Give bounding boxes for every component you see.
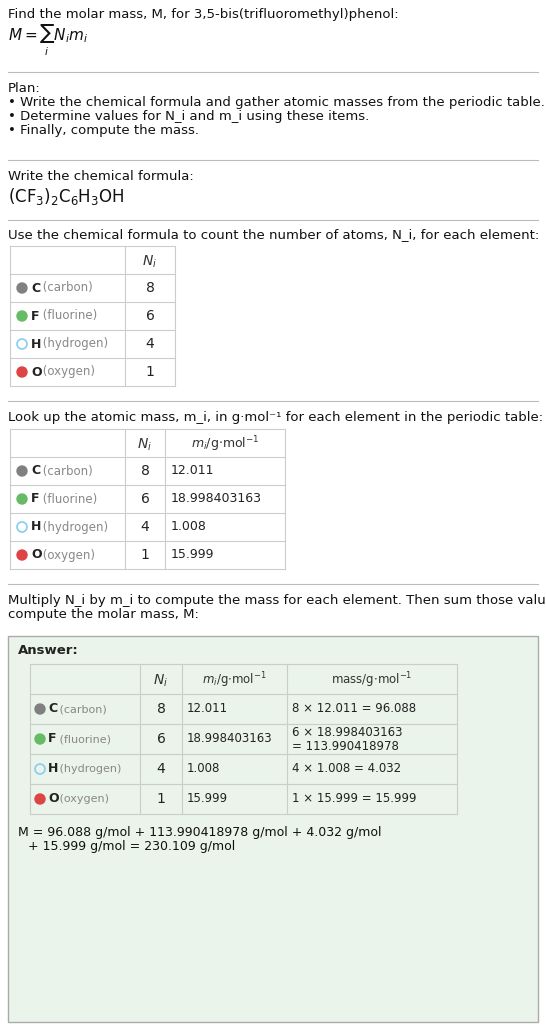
Text: (carbon): (carbon) [56, 704, 107, 714]
Text: 12.011: 12.011 [187, 703, 228, 715]
Text: 12.011: 12.011 [171, 464, 215, 478]
Text: 8 × 12.011 = 96.088: 8 × 12.011 = 96.088 [292, 703, 416, 715]
Text: Look up the atomic mass, m_i, in g·mol⁻¹ for each element in the periodic table:: Look up the atomic mass, m_i, in g·mol⁻¹… [8, 411, 543, 424]
Text: (carbon): (carbon) [39, 282, 93, 294]
Text: (hydrogen): (hydrogen) [39, 337, 108, 351]
Text: 1: 1 [157, 792, 165, 806]
Text: F: F [48, 733, 56, 745]
Text: 4: 4 [141, 520, 150, 534]
FancyBboxPatch shape [8, 636, 538, 1022]
Text: (fluorine): (fluorine) [56, 734, 111, 744]
Text: Answer:: Answer: [18, 644, 79, 657]
Text: 1.008: 1.008 [187, 763, 221, 775]
Text: H: H [48, 763, 58, 775]
Text: $\mathregular{(CF_3)_2C_6H_3OH}$: $\mathregular{(CF_3)_2C_6H_3OH}$ [8, 186, 124, 207]
Text: O: O [31, 365, 41, 379]
Text: 1: 1 [146, 365, 155, 379]
Text: (oxygen): (oxygen) [56, 794, 109, 804]
Text: 6 × 18.998403163: 6 × 18.998403163 [292, 725, 402, 739]
Text: $N_i$: $N_i$ [153, 672, 169, 688]
Text: • Finally, compute the mass.: • Finally, compute the mass. [8, 124, 199, 137]
Text: Plan:: Plan: [8, 82, 41, 95]
Circle shape [17, 494, 27, 504]
Text: $M = \sum_{i} N_i m_i$: $M = \sum_{i} N_i m_i$ [8, 24, 88, 58]
Text: 15.999: 15.999 [171, 548, 215, 561]
Text: 8: 8 [140, 464, 150, 478]
Text: M = 96.088 g/mol + 113.990418978 g/mol + 4.032 g/mol: M = 96.088 g/mol + 113.990418978 g/mol +… [18, 826, 382, 839]
Text: (hydrogen): (hydrogen) [56, 764, 121, 774]
Text: Write the chemical formula:: Write the chemical formula: [8, 170, 194, 183]
Text: F: F [31, 492, 39, 506]
Text: $m_i/\mathrm{g{\cdot}mol^{-1}}$: $m_i/\mathrm{g{\cdot}mol^{-1}}$ [191, 434, 259, 454]
Text: C: C [31, 282, 40, 294]
Text: (hydrogen): (hydrogen) [39, 520, 108, 534]
Text: $N_i$: $N_i$ [138, 437, 152, 453]
Text: compute the molar mass, M:: compute the molar mass, M: [8, 608, 199, 621]
Text: $N_i$: $N_i$ [143, 253, 157, 269]
Text: • Write the chemical formula and gather atomic masses from the periodic table.: • Write the chemical formula and gather … [8, 96, 545, 109]
Text: 6: 6 [157, 732, 165, 746]
Circle shape [17, 550, 27, 560]
Text: (fluorine): (fluorine) [39, 310, 97, 322]
Text: 4 × 1.008 = 4.032: 4 × 1.008 = 4.032 [292, 763, 401, 775]
Text: 1 × 15.999 = 15.999: 1 × 15.999 = 15.999 [292, 793, 417, 806]
Text: O: O [31, 548, 41, 561]
Text: O: O [48, 793, 58, 806]
Circle shape [35, 704, 45, 714]
Circle shape [17, 367, 27, 377]
Text: F: F [31, 310, 39, 322]
Text: 8: 8 [146, 281, 155, 295]
Text: 18.998403163: 18.998403163 [171, 492, 262, 506]
Text: + 15.999 g/mol = 230.109 g/mol: + 15.999 g/mol = 230.109 g/mol [28, 840, 235, 853]
Text: 6: 6 [140, 492, 150, 506]
Text: C: C [31, 464, 40, 478]
Text: 4: 4 [157, 762, 165, 776]
Text: 6: 6 [146, 309, 155, 323]
Text: Find the molar mass, M, for 3,5-bis(trifluoromethyl)phenol:: Find the molar mass, M, for 3,5-bis(trif… [8, 8, 399, 21]
Circle shape [17, 311, 27, 321]
Text: (carbon): (carbon) [39, 464, 93, 478]
Text: C: C [48, 703, 57, 715]
Text: (oxygen): (oxygen) [39, 365, 95, 379]
Circle shape [17, 283, 27, 293]
Text: 18.998403163: 18.998403163 [187, 733, 272, 745]
Text: H: H [31, 337, 41, 351]
Text: Use the chemical formula to count the number of atoms, N_i, for each element:: Use the chemical formula to count the nu… [8, 228, 539, 241]
Text: (oxygen): (oxygen) [39, 548, 95, 561]
Circle shape [35, 794, 45, 804]
Text: 4: 4 [146, 337, 155, 351]
Text: H: H [31, 520, 41, 534]
Circle shape [17, 466, 27, 476]
Text: 8: 8 [157, 702, 165, 716]
Text: (fluorine): (fluorine) [39, 492, 97, 506]
Text: $m_i/\mathrm{g{\cdot}mol^{-1}}$: $m_i/\mathrm{g{\cdot}mol^{-1}}$ [202, 671, 267, 690]
Text: = 113.990418978: = 113.990418978 [292, 740, 399, 752]
Text: 1: 1 [140, 548, 150, 562]
Text: • Determine values for N_i and m_i using these items.: • Determine values for N_i and m_i using… [8, 110, 369, 123]
Text: 15.999: 15.999 [187, 793, 228, 806]
Text: $\mathrm{mass/g{\cdot}mol^{-1}}$: $\mathrm{mass/g{\cdot}mol^{-1}}$ [331, 671, 413, 690]
Circle shape [35, 734, 45, 744]
Text: 1.008: 1.008 [171, 520, 207, 534]
Text: Multiply N_i by m_i to compute the mass for each element. Then sum those values : Multiply N_i by m_i to compute the mass … [8, 594, 546, 607]
